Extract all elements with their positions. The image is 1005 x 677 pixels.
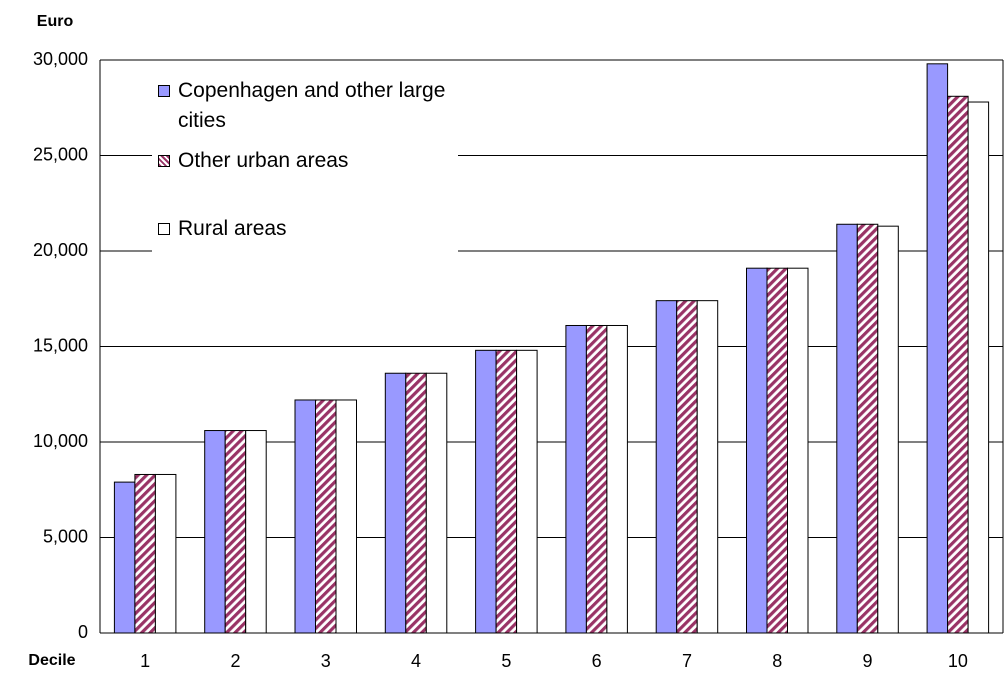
x-tick-label: 2 [230, 651, 240, 671]
x-tick-label: 6 [592, 651, 602, 671]
bar [475, 349, 497, 634]
legend-item: Copenhagen and other large cities [158, 76, 458, 136]
bar [154, 473, 177, 634]
y-tick-label: 10,000 [33, 431, 88, 451]
bar [746, 267, 768, 634]
x-tick-label: 8 [772, 651, 782, 671]
bar [565, 324, 587, 634]
y-tick-label: 20,000 [33, 240, 88, 260]
legend-swatch [158, 223, 170, 235]
bar [384, 372, 407, 634]
bar [425, 372, 448, 634]
bar [245, 430, 267, 634]
x-tick-label: 7 [682, 651, 692, 671]
bar [405, 372, 427, 634]
bar [606, 324, 628, 634]
bar [495, 349, 518, 634]
x-tick-label: 5 [501, 651, 511, 671]
bar [947, 95, 969, 634]
bar [294, 399, 316, 634]
legend-swatch [158, 85, 170, 97]
legend-label: Copenhagen and other large cities [178, 79, 446, 132]
x-tick-label: 10 [948, 651, 968, 671]
x-tick-label: 1 [140, 651, 150, 671]
bar [516, 349, 538, 634]
bar [224, 430, 247, 634]
legend-item: Other urban areas [158, 146, 458, 176]
bar [134, 473, 156, 634]
bar [877, 225, 899, 634]
y-tick-label: 25,000 [33, 144, 88, 164]
x-axis-label: Decile [28, 652, 75, 669]
bar [335, 399, 357, 634]
bar [204, 430, 226, 634]
bar [113, 481, 136, 634]
bar [766, 267, 788, 634]
y-tick-label: 30,000 [33, 49, 88, 69]
y-tick-label: 5,000 [43, 526, 88, 546]
bar [967, 101, 990, 634]
bar [696, 300, 719, 634]
y-tick-label: 0 [78, 622, 88, 642]
bar [856, 223, 879, 634]
bar [836, 223, 858, 634]
legend-label: Other urban areas [178, 149, 349, 172]
legend-label: Rural areas [178, 217, 287, 240]
legend: Copenhagen and other large cities Other u… [152, 76, 458, 262]
bar [585, 324, 608, 634]
x-tick-label: 9 [863, 651, 873, 671]
legend-item: Rural areas [158, 214, 458, 244]
legend-swatch [158, 155, 170, 167]
bar [655, 300, 678, 634]
bar [315, 399, 337, 634]
bar [787, 267, 809, 634]
bar [926, 63, 949, 634]
x-tick-label: 3 [321, 651, 331, 671]
x-tick-label: 4 [411, 651, 421, 671]
y-tick-label: 15,000 [33, 335, 88, 355]
bar [676, 300, 698, 634]
y-axis-label: Euro [37, 13, 74, 30]
